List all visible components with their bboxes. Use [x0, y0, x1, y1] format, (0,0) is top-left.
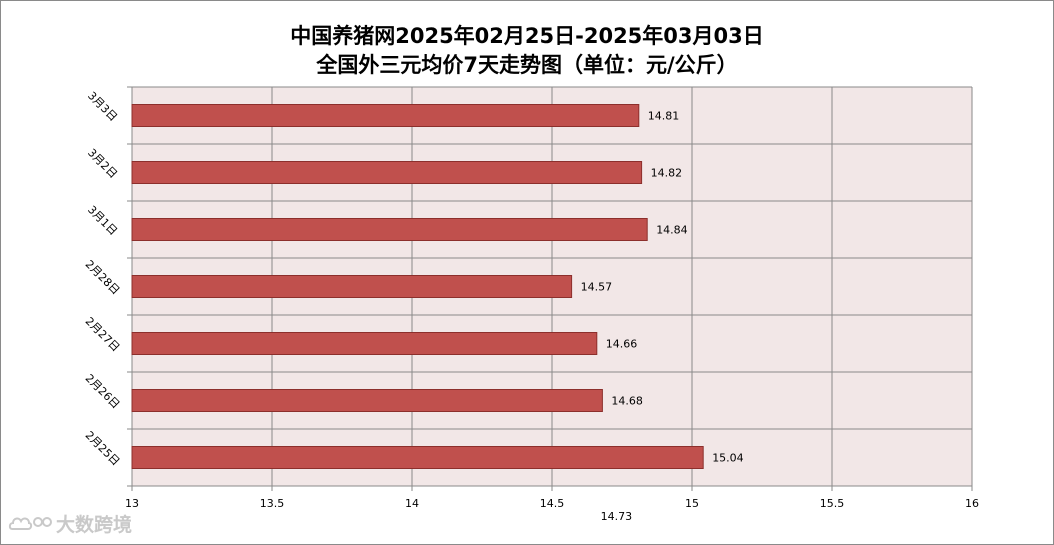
data-label: 14.68 [611, 395, 643, 408]
y-tick-label: 2月25日 [83, 429, 123, 469]
bar [131, 389, 603, 412]
bar [131, 161, 643, 184]
data-label: 14.81 [648, 110, 680, 123]
chart-subtitle: 全国外三元均价7天走势图（单位：元/公斤） [316, 53, 738, 77]
data-label: 14.84 [656, 224, 688, 237]
y-tick-label: 3月3日 [85, 89, 120, 124]
y-tick-label: 2月27日 [83, 315, 123, 355]
bar [131, 446, 704, 469]
x-tick-label: 13.5 [260, 497, 285, 510]
y-tick-label: 2月28日 [83, 258, 123, 298]
data-label: 14.82 [651, 167, 683, 180]
watermark-text: 大数跨境 [56, 514, 133, 536]
y-tick-label: 3月2日 [85, 146, 120, 181]
bar [131, 218, 648, 241]
y-tick-label: 3月1日 [85, 203, 120, 238]
data-label: 14.66 [606, 338, 638, 351]
cloud-logo-icon [8, 516, 52, 530]
bar [131, 275, 573, 298]
x-annotation-label: 14.73 [601, 510, 633, 523]
x-tick-label: 16 [965, 497, 979, 510]
y-tick-label: 2月26日 [83, 372, 123, 412]
x-tick-label: 13 [125, 497, 139, 510]
x-tick-label: 14.5 [540, 497, 565, 510]
x-tick-label: 14 [405, 497, 419, 510]
data-label: 14.57 [581, 281, 613, 294]
bar [131, 332, 598, 355]
watermark: 大数跨境 [8, 510, 132, 537]
x-tick-label: 15.5 [820, 497, 845, 510]
bar [131, 104, 640, 127]
chart-title: 中国养猪网2025年02月25日-2025年03月03日 [290, 24, 764, 48]
data-label: 15.04 [712, 452, 744, 465]
x-tick-label: 15 [685, 497, 699, 510]
